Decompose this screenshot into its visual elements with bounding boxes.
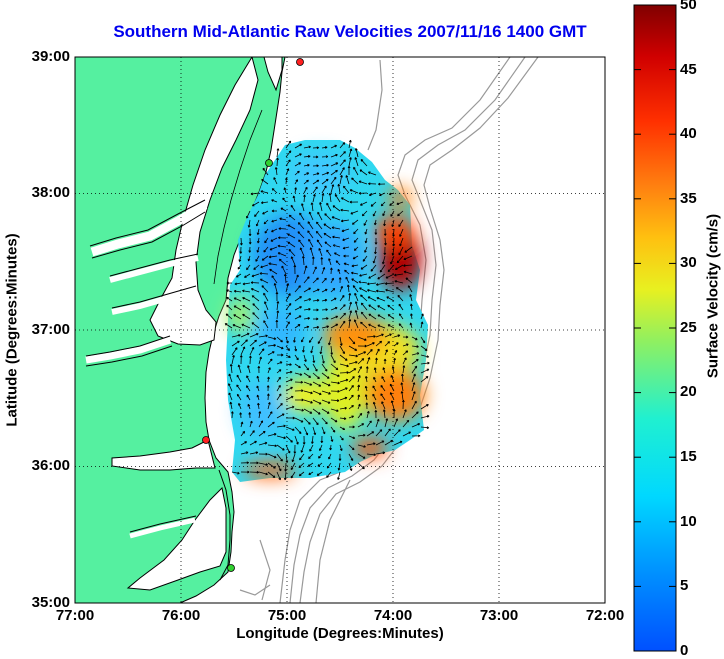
- x-tick-label: 75:00: [267, 607, 307, 624]
- y-tick-label: 39:00: [31, 48, 70, 65]
- x-tick-label: 77:00: [55, 607, 95, 624]
- radar-sites: [202, 58, 304, 572]
- colorbar-tick-label: 5: [680, 577, 689, 594]
- x-tick-label: 73:00: [479, 607, 519, 624]
- y-tick-label: 38:00: [31, 184, 70, 201]
- site-marker-north[interactable]: [296, 58, 304, 66]
- colorbar-tick-label: 40: [680, 125, 697, 142]
- y-tick-label: 36:00: [31, 457, 70, 474]
- y-tick-label: 37:00: [31, 321, 70, 338]
- colorbar-tick-label: 50: [680, 0, 697, 13]
- x-tick-label: 76:00: [161, 607, 201, 624]
- colorbar-tick-label: 35: [680, 190, 697, 207]
- potomac-river: [90, 201, 208, 257]
- bathymetry-contours: [239, 57, 539, 603]
- site-marker-cape-henry[interactable]: [202, 436, 210, 444]
- y-tick-label: 35:00: [31, 594, 70, 611]
- x-axis-label: Longitude (Degrees:Minutes): [236, 625, 444, 642]
- site-marker-central[interactable]: [265, 159, 273, 167]
- y-axis-label: Latitude (Degrees:Minutes): [3, 233, 21, 427]
- grid-lines: [75, 57, 605, 603]
- x-tick-label: 72:00: [585, 607, 625, 624]
- colorbar-tick-label: 0: [680, 642, 689, 659]
- site-marker-hatteras[interactable]: [227, 564, 235, 572]
- colorbar-tick-label: 45: [680, 61, 697, 78]
- colorbar-tick-label: 30: [680, 254, 697, 271]
- velocity-vectors: [224, 139, 430, 481]
- pamlico-sound: [126, 486, 227, 591]
- plot-frame: [74, 56, 606, 604]
- velocity-arrow-set: [224, 139, 430, 481]
- x-tick-label: 74:00: [373, 607, 413, 624]
- colorbar-label: Surface Velocity (cm/s): [704, 213, 722, 379]
- colorbar-tick-label: 10: [680, 513, 697, 530]
- colorbar-tick-label: 15: [680, 448, 697, 465]
- albemarle-sound: [111, 439, 216, 471]
- map-title: Southern Mid-Atlantic Raw Velocities 200…: [113, 22, 587, 41]
- colorbar-tick-label: 20: [680, 383, 697, 400]
- colorbar-tick-label: 25: [680, 319, 697, 336]
